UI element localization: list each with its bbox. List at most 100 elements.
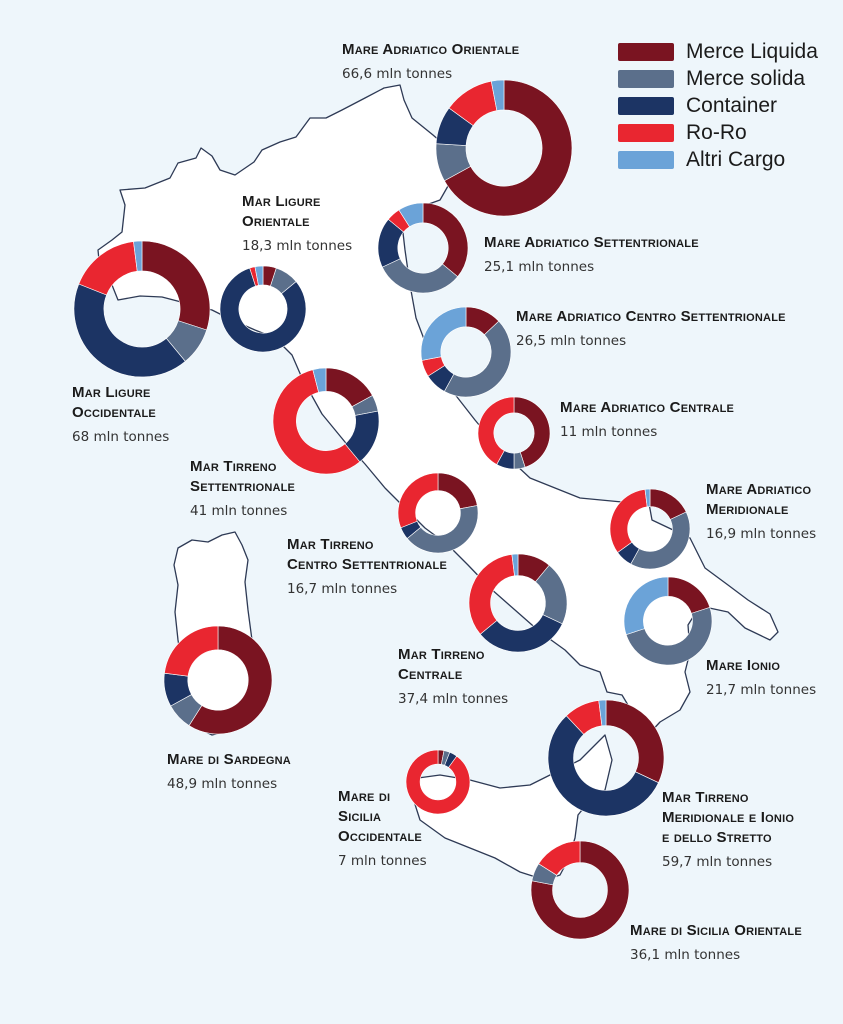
region-name: Orientale: [242, 213, 310, 230]
donut-segment-merce-solida: [625, 607, 713, 666]
region-label-ionio: Mare Ionio 21,7 mln tonnes: [706, 656, 816, 700]
donut-ligure-orientale: [219, 265, 307, 353]
legend-swatch: [618, 42, 674, 61]
region-label-adriatico-centro-settentrionale: Mare Adriatico Centro Settentrionale 26,5…: [516, 307, 786, 351]
region-name: e dello Stretto: [662, 829, 772, 846]
region-label-sardegna: Mare di Sardegna 48,9 mln tonnes: [167, 750, 291, 794]
region-name: Meridionale: [706, 501, 789, 518]
region-tonnage: 36,1 mln tonnes: [630, 947, 741, 963]
region-label-tirreno-settentrionale: Mar Tirreno Settentrionale 41 mln tonnes: [190, 457, 295, 521]
donut-ionio: [623, 576, 713, 666]
donut-segment-altri-cargo: [398, 202, 424, 228]
region-tonnage: 48,9 mln tonnes: [167, 776, 278, 792]
region-name: Mare Adriatico: [706, 481, 812, 498]
region-name: Mar Ligure: [242, 193, 321, 210]
region-label-adriatico-orientale: Mare Adriatico Orientale 66,6 mln tonnes: [342, 40, 519, 84]
legend-item-container: Container: [618, 92, 818, 119]
region-label-sicilia-orientale: Mare di Sicilia Orientale 36,1 mln tonnes: [630, 921, 802, 965]
donut-tirreno-meridionale-ionio-stretto: [547, 699, 665, 817]
donut-segment-merce-liquida: [605, 699, 665, 784]
region-tonnage: 26,5 mln tonnes: [516, 333, 627, 349]
region-tonnage: 59,7 mln tonnes: [662, 854, 773, 870]
region-name: Mare Ionio: [706, 657, 781, 674]
region-tonnage: 18,3 mln tonnes: [242, 238, 353, 254]
donut-segment-altri-cargo: [598, 699, 607, 727]
donut-segment-merce-solida: [630, 511, 691, 570]
region-tonnage: 37,4 mln tonnes: [398, 691, 509, 707]
region-tonnage: 66,6 mln tonnes: [342, 66, 453, 82]
region-name: Centro Settentrionale: [287, 556, 447, 573]
donut-segment-merce-liquida: [513, 396, 551, 468]
region-label-ligure-orientale: Mar Ligure Orientale 18,3 mln tonnes: [242, 192, 352, 256]
region-tonnage: 68 mln tonnes: [72, 429, 170, 445]
donut-segment-merce-liquida: [422, 202, 469, 278]
donut-segment-altri-cargo: [490, 79, 505, 111]
donut-segment-altri-cargo: [511, 553, 519, 577]
region-label-tirreno-centro-settentrionale: Mar Tirreno Centro Settentrionale 16,7 mln…: [287, 535, 447, 599]
legend-item-merce-solida: Merce solida: [618, 65, 818, 92]
legend-item-merce-liquida: Merce Liquida: [618, 38, 818, 65]
legend-swatch: [618, 150, 674, 169]
region-name: Mar Tirreno: [190, 458, 277, 475]
donut-adriatico-meridionale: [609, 488, 691, 570]
donut-segment-altri-cargo: [312, 367, 327, 393]
legend-item-ro-ro: Ro-Ro: [618, 119, 818, 146]
region-name: Mare di Sardegna: [167, 751, 291, 768]
region-name: Occidentale: [338, 828, 422, 845]
donut-sardegna: [163, 625, 273, 735]
donut-segment-merce-solida: [443, 320, 512, 398]
donut-adriatico-centrale: [477, 396, 551, 470]
region-name: Mar Tirreno: [398, 646, 485, 663]
donut-segment-ro-ro: [164, 625, 219, 677]
region-tonnage: 25,1 mln tonnes: [484, 259, 595, 275]
donut-segment-merce-liquida: [188, 625, 273, 735]
donut-adriatico-orientale: [435, 79, 573, 217]
donut-segment-ro-ro: [397, 472, 439, 529]
legend-label: Altri Cargo: [686, 147, 786, 171]
region-label-adriatico-centrale: Mare Adriatico Centrale 11 mln tonnes: [560, 398, 734, 442]
region-tonnage: 21,7 mln tonnes: [706, 682, 817, 698]
region-label-tirreno-meridionale-ionio-stretto: Mar Tirreno Meridionale e Ionio e dello St…: [662, 788, 794, 872]
donut-segment-ro-ro: [538, 840, 581, 876]
region-label-ligure-occidentale: Mar Ligure Occidentale 68 mln tonnes: [72, 383, 169, 447]
donut-adriatico-settentrionale: [377, 202, 469, 294]
region-name: Mar Tirreno: [662, 789, 749, 806]
region-name: Mar Ligure: [72, 384, 151, 401]
donut-segment-container: [547, 715, 659, 817]
region-label-sicilia-occidentale: Mare di Sicilia Occidentale 7 mln tonnes: [338, 787, 427, 871]
legend-label: Merce solida: [686, 66, 806, 90]
region-label-adriatico-meridionale: Mare Adriatico Meridionale 16,9 mln tonnes: [706, 480, 816, 544]
region-tonnage: 41 mln tonnes: [190, 503, 288, 519]
region-tonnage: 16,7 mln tonnes: [287, 581, 398, 597]
donut-segment-ro-ro: [272, 369, 361, 475]
legend-label: Merce Liquida: [686, 39, 818, 63]
region-name: Mare Adriatico Centrale: [560, 399, 735, 416]
region-name: Mare di Sicilia Orientale: [630, 922, 802, 939]
region-name: Mare Adriatico Settentrionale: [484, 234, 699, 251]
donut-segment-altri-cargo: [623, 576, 669, 635]
donut-segment-altri-cargo: [420, 306, 467, 361]
region-name: Mar Tirreno: [287, 536, 374, 553]
donut-segment-altri-cargo: [254, 265, 264, 286]
region-name: Centrale: [398, 666, 463, 683]
donut-tirreno-centrale: [468, 553, 568, 653]
region-tonnage: 7 mln tonnes: [338, 853, 427, 869]
region-name: Meridionale e Ionio: [662, 809, 795, 826]
region-tonnage: 16,9 mln tonnes: [706, 526, 817, 542]
donut-sicilia-occidentale: [405, 749, 471, 815]
donut-segment-merce-solida: [406, 505, 479, 554]
region-name: Mare di: [338, 788, 391, 805]
legend-label: Ro-Ro: [686, 120, 747, 144]
donut-segment-container: [219, 267, 307, 353]
donut-segment-altri-cargo: [133, 240, 143, 272]
legend-swatch: [618, 96, 674, 115]
donut-segment-ro-ro: [405, 749, 471, 815]
region-label-adriatico-settentrionale: Mare Adriatico Settentrionale 25,1 mln to…: [484, 233, 699, 277]
donut-ligure-occidentale: [73, 240, 211, 378]
region-tonnage: 11 mln tonnes: [560, 424, 658, 440]
legend: Merce Liquida Merce solida Container Ro-Ro A…: [618, 38, 818, 173]
mainland-italy: [97, 84, 779, 736]
donut-adriatico-centro-settentrionale: [420, 306, 512, 398]
donut-tirreno-centro-settentrionale: [397, 472, 479, 554]
